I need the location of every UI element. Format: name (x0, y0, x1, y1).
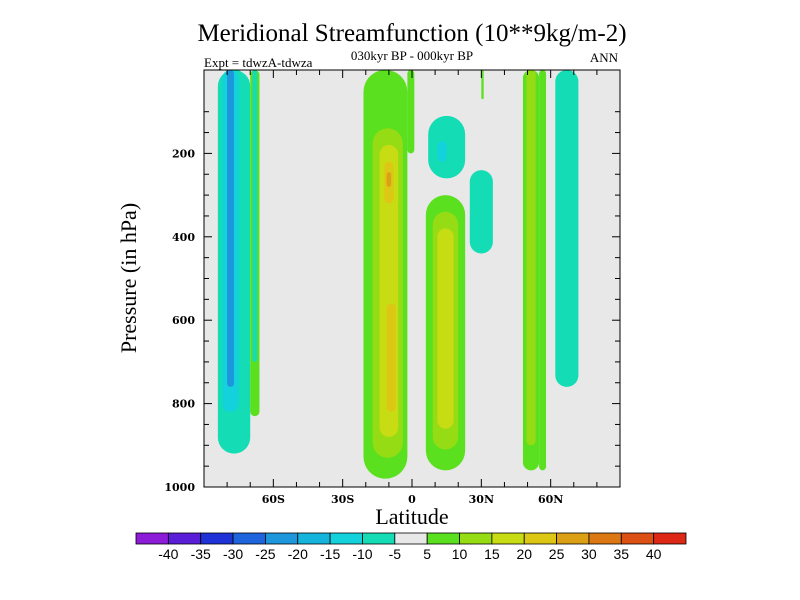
contour-region (481, 70, 484, 100)
colorbar-label: -40 (158, 546, 178, 562)
colorbar-label: 15 (484, 546, 500, 562)
x-tick-label: 30N (469, 493, 494, 506)
colorbar-label: 35 (614, 546, 630, 562)
colorbar-swatch (620, 532, 655, 545)
colorbar-swatch (556, 532, 590, 545)
colorbar-swatch (232, 532, 266, 545)
colorbar-label: -10 (352, 546, 372, 562)
contour-region (469, 170, 493, 254)
colorbar-label: -15 (320, 546, 340, 562)
contour-region (539, 70, 547, 471)
chart-subtitle: 030kyr BP - 000kyr BP (351, 48, 473, 63)
contour-region (386, 172, 392, 187)
x-axis-label: Latitude (375, 504, 448, 529)
colorbar-swatch (523, 532, 557, 545)
colorbar-swatch (491, 532, 525, 545)
colorbar-swatch (265, 532, 299, 545)
colorbar-swatch (200, 532, 234, 545)
y-tick-label: 600 (172, 314, 195, 327)
colorbar: -40 -35 -30 -25 -20 -15 -10 -5 5 10 15 20 25 30 35 40 (135, 532, 687, 562)
colorbar-label: -30 (223, 546, 243, 562)
contour-region (526, 70, 536, 446)
y-tick-label: 200 (172, 147, 195, 160)
colorbar-label: 5 (423, 546, 431, 562)
colorbar-label: -25 (255, 546, 275, 562)
x-tick-label: 30S (331, 493, 354, 506)
colorbar-label: -20 (288, 546, 308, 562)
colorbar-swatch (588, 532, 622, 545)
contour-region (437, 140, 447, 162)
contour-region (555, 70, 579, 387)
colorbar-swatch (362, 532, 396, 545)
colorbar-label: 20 (516, 546, 532, 562)
colorbar-label: -5 (389, 546, 402, 562)
experiment-label: Expt = tdwzA-tdwza (204, 55, 313, 70)
colorbar-label: 40 (646, 546, 662, 562)
colorbar-label: 10 (452, 546, 468, 562)
contour-layer (217, 70, 579, 479)
y-axis-label: Pressure (in hPa) (116, 203, 141, 353)
plot-frame (203, 69, 621, 488)
contour-region (227, 70, 235, 387)
colorbar-swatch (329, 532, 363, 545)
season-label: ANN (590, 50, 619, 65)
colorbar-swatch (653, 532, 687, 545)
chart-title: Meridional Streamfunction (10**9kg/m-2) (197, 20, 626, 47)
y-tick-label: 800 (172, 398, 195, 411)
contour-region (386, 303, 396, 412)
colorbar-swatch (459, 532, 493, 545)
colorbar-swatch (394, 532, 428, 545)
colorbar-swatch (297, 532, 331, 545)
y-tick-label: 400 (172, 231, 195, 244)
contour-region (407, 70, 415, 154)
colorbar-label: -35 (191, 546, 211, 562)
colorbar-swatch (167, 532, 202, 545)
colorbar-label: 25 (549, 546, 565, 562)
contour-region (437, 228, 454, 429)
y-tick-label: 1000 (164, 481, 195, 494)
colorbar-label: 30 (581, 546, 597, 562)
contour-region (252, 70, 258, 362)
x-tick-label: 60S (262, 493, 285, 506)
x-tick-label: 0 (408, 493, 416, 506)
x-tick-label: 60N (538, 493, 563, 506)
colorbar-swatch (426, 532, 460, 545)
plot-area: 60S 30S 0 30N 60N 200 400 600 800 1000 (164, 69, 621, 506)
colorbar-swatch (135, 532, 169, 545)
